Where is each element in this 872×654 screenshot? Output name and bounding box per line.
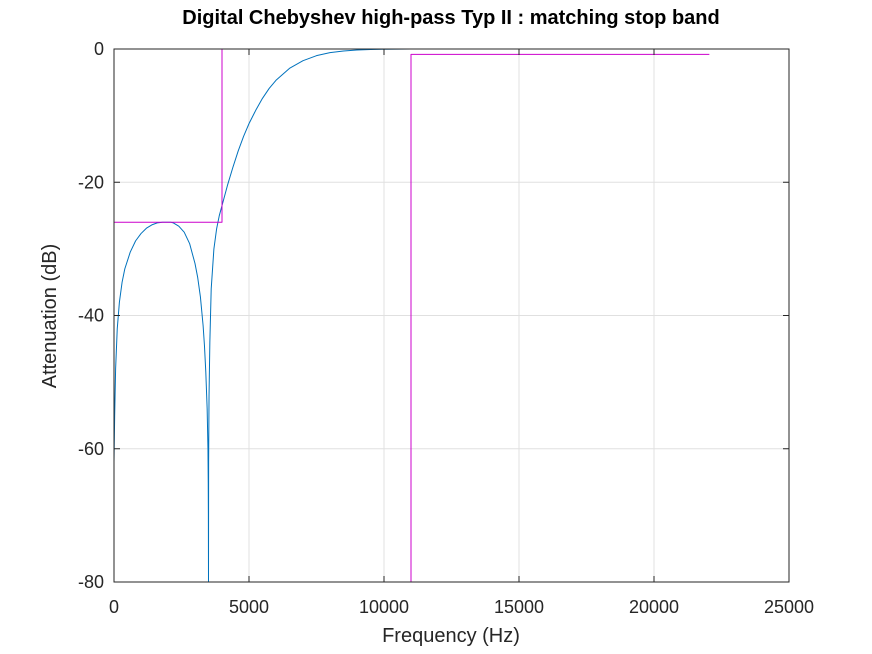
chart-title: Digital Chebyshev high-pass Typ II : mat… <box>182 7 719 29</box>
passband-mask-line <box>410 53 710 582</box>
y-tick-label: -20 <box>78 172 104 192</box>
x-tick-label: 5000 <box>229 597 269 617</box>
tick-group: 0 5000 10000 15000 20000 25000 -80 -60 -40 -20 0 <box>78 39 814 617</box>
x-tick-label: 10000 <box>359 597 409 617</box>
x-tick-label: 0 <box>109 597 119 617</box>
y-tick-label: -80 <box>78 572 104 592</box>
x-axis-label: Frequency (Hz) <box>382 625 520 647</box>
x-tick-label: 20000 <box>629 597 679 617</box>
x-tick-label: 15000 <box>494 597 544 617</box>
filter-response-line <box>113 48 412 583</box>
y-axis-label: Attenuation (dB) <box>39 244 61 389</box>
x-tick-label: 25000 <box>764 597 814 617</box>
y-tick-label: -40 <box>78 306 104 326</box>
y-tick-label: 0 <box>94 39 104 59</box>
y-tick-label: -60 <box>78 439 104 459</box>
